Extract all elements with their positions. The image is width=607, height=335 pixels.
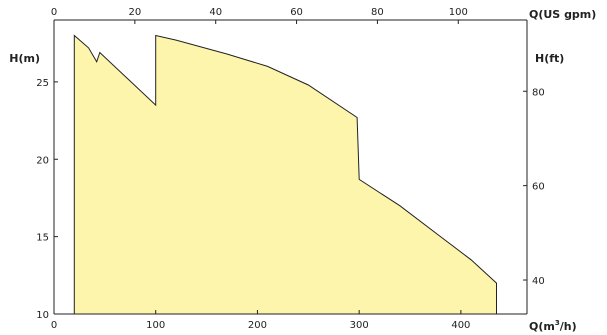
y-left-tick-label: 10 — [36, 310, 49, 321]
x-top-tick-label: 20 — [128, 7, 141, 18]
y-right-tick-label: 40 — [532, 276, 545, 287]
y-left-axis-title: H(m) — [9, 52, 40, 65]
x-top-axis-title: Q(US gpm) — [529, 8, 596, 21]
x-bottom-tick-label: 0 — [51, 320, 57, 331]
x-bottom-axis-title-sup: 3 — [555, 319, 560, 327]
x-top-tick-label: 60 — [290, 7, 303, 18]
x-top-tick-label: 40 — [209, 7, 222, 18]
x-bottom-axis-title-main: Q(m — [529, 320, 555, 333]
x-bottom-tick-label: 300 — [350, 320, 369, 331]
x-top-tick-label: 0 — [51, 7, 57, 18]
x-bottom-tick-label: 200 — [248, 320, 267, 331]
x-top-tick-label: 100 — [449, 7, 468, 18]
x-bottom-tick-label: 400 — [451, 320, 470, 331]
y-right-tick-label: 80 — [532, 87, 545, 98]
plot-area — [73, 34, 497, 315]
x-bottom-axis-title: Q(m3/h) — [529, 319, 577, 333]
y-left-tick-label: 15 — [36, 233, 49, 244]
y-left-tick-label: 20 — [36, 155, 49, 166]
y-left-tick-label: 25 — [36, 78, 49, 89]
x-bottom-axis-title-tail: /h) — [560, 320, 577, 333]
axes — [53, 19, 528, 315]
y-right-axis-title: H(ft) — [535, 52, 564, 65]
axis-labels: 0 100 200 300 400 0 20 40 60 80 100 10 15 20 25 40 60 80 H… — [9, 7, 596, 333]
x-bottom-tick-label: 100 — [146, 320, 165, 331]
x-top-tick-label: 80 — [371, 7, 384, 18]
performance-area — [73, 34, 497, 315]
y-right-tick-label: 60 — [532, 182, 545, 193]
